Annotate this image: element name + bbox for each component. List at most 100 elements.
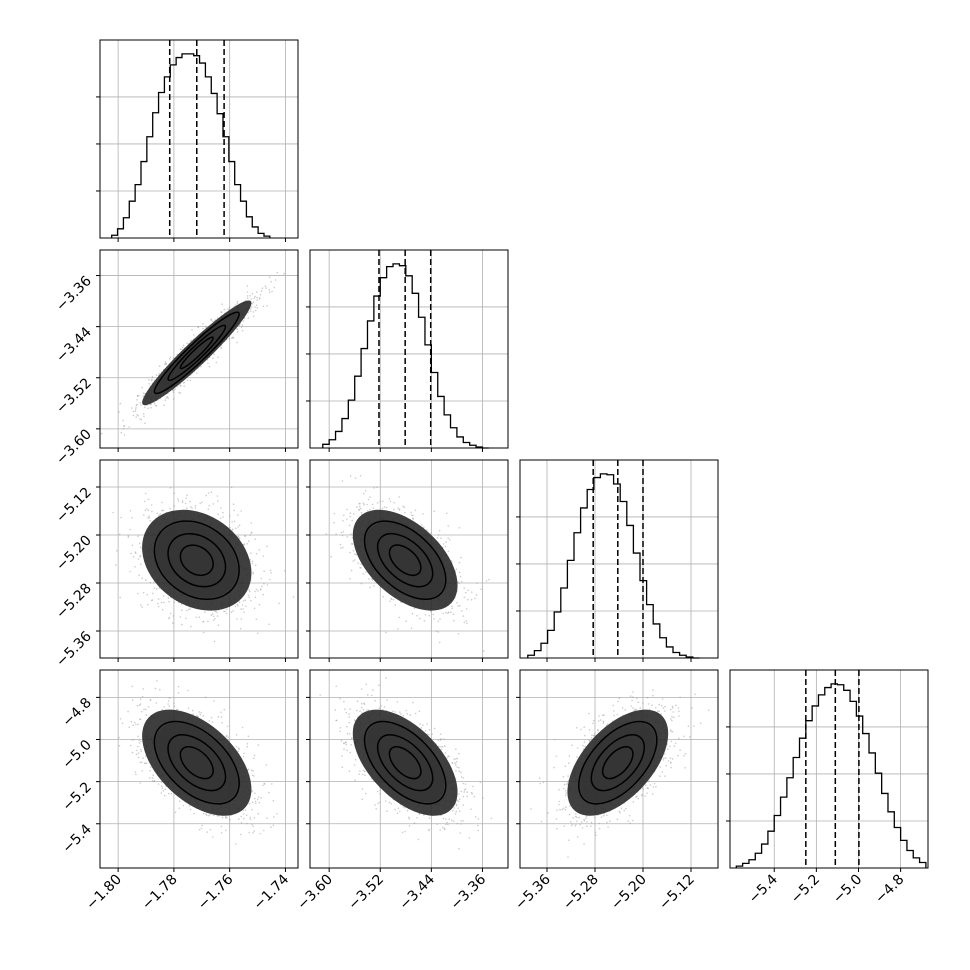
sample-point [149, 769, 151, 772]
sample-point [112, 511, 114, 514]
sample-point [241, 604, 244, 606]
sample-point [358, 502, 361, 505]
sample-point [359, 475, 362, 477]
sample-point [235, 527, 237, 530]
sample-point [349, 475, 352, 477]
sample-point [119, 402, 122, 405]
sample-point [167, 397, 169, 399]
sample-point [371, 503, 374, 506]
sample-point [115, 564, 117, 566]
sample-point [141, 577, 144, 579]
sample-point [128, 426, 130, 428]
density-panel-3-0: −1.80 −1.78 −1.76 −1.74−5.4−5.2−5.0−4.8 [59, 669, 299, 913]
sample-point [246, 285, 249, 287]
sample-point [372, 507, 375, 509]
sample-point [210, 614, 213, 616]
sample-point [274, 279, 277, 281]
sample-point [242, 320, 245, 322]
sample-point [252, 301, 255, 304]
sample-point [166, 395, 169, 398]
sample-point [234, 605, 237, 608]
sample-point [256, 632, 259, 635]
sample-point [208, 504, 210, 507]
sample-point [385, 506, 388, 509]
sample-point [132, 414, 135, 417]
sample-point [200, 365, 202, 368]
sample-point [411, 612, 414, 615]
sample-point [174, 388, 177, 390]
sample-point [202, 323, 204, 325]
sample-point [161, 501, 163, 504]
sample-point [240, 510, 242, 512]
sample-point [248, 540, 250, 542]
sample-point [354, 553, 356, 555]
sample-point [189, 379, 192, 382]
density-panel-2-0: −5.36−5.28−5.20−5.12 [53, 459, 299, 670]
sample-point [266, 545, 268, 548]
sample-point [269, 578, 271, 581]
sample-point [247, 594, 250, 597]
sample-point [390, 597, 392, 600]
sample-point [260, 577, 263, 580]
sample-point [411, 517, 414, 519]
sample-point [349, 515, 352, 518]
sample-point [160, 601, 163, 604]
sample-point [165, 396, 168, 399]
sample-point [200, 711, 202, 714]
sample-point [168, 601, 170, 603]
sample-point [147, 517, 149, 519]
sample-point [163, 706, 165, 708]
sample-point [233, 509, 235, 512]
sample-point [363, 504, 365, 506]
sample-point [340, 531, 343, 534]
sample-point [343, 514, 345, 517]
sample-point [365, 571, 367, 573]
sample-point [210, 491, 213, 494]
sample-point [257, 590, 259, 592]
sample-point [132, 556, 135, 558]
sample-point [254, 306, 256, 308]
sample-point [169, 507, 171, 510]
sample-point [268, 623, 270, 626]
sample-point [419, 617, 421, 620]
sample-point [438, 641, 441, 644]
sample-point [385, 631, 387, 634]
sample-point [249, 559, 251, 561]
sample-point [220, 507, 222, 509]
sample-point [158, 372, 160, 375]
sample-point [482, 650, 485, 652]
sample-point [254, 564, 257, 566]
sample-point [458, 571, 461, 574]
sample-point [467, 589, 469, 592]
sample-point [251, 560, 254, 563]
sample-point [462, 615, 465, 617]
histogram-panel-1 [306, 249, 509, 452]
sample-point [127, 535, 130, 537]
sample-point [242, 600, 245, 602]
axes-frame [519, 459, 719, 659]
sample-point [197, 326, 200, 328]
sample-point [186, 494, 188, 497]
sample-point [157, 598, 160, 600]
sample-point [183, 385, 185, 387]
sample-point [137, 558, 140, 560]
sample-point [246, 543, 249, 545]
sample-point [256, 307, 259, 309]
sample-point [168, 617, 170, 620]
sample-point [457, 605, 459, 607]
sample-point [140, 546, 142, 548]
sample-point [116, 550, 118, 552]
sample-point [449, 539, 451, 541]
sample-point [253, 830, 255, 832]
sample-point [169, 612, 172, 615]
contour-0 [179, 336, 214, 370]
sample-point [238, 601, 241, 604]
sample-point [410, 627, 413, 630]
sample-point [405, 620, 408, 622]
sample-point [143, 500, 146, 503]
sample-point [424, 614, 427, 616]
sample-point [131, 407, 133, 409]
sample-point [262, 784, 264, 787]
sample-point [359, 567, 361, 569]
